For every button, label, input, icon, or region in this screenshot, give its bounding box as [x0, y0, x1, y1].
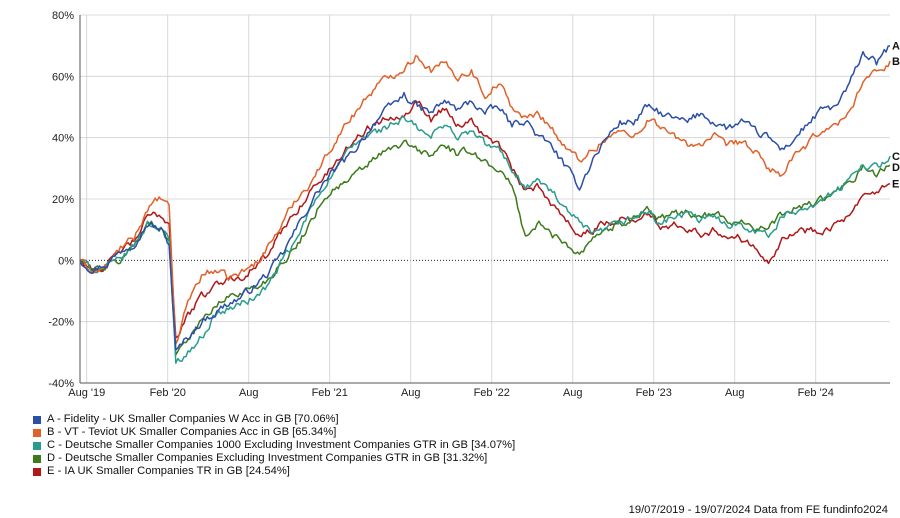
legend-swatch	[33, 467, 41, 476]
legend-swatch	[33, 428, 41, 437]
x-tick-label: Aug '19	[68, 387, 105, 399]
series-line-b	[79, 55, 891, 345]
y-tick-label: -20%	[48, 317, 74, 329]
tick-labels: 80% 60% 40% 20% 0% -20% -40%Aug '19 Feb '20 Aug F…	[48, 10, 834, 399]
y-tick-label: 80%	[52, 10, 74, 22]
legend-label: E - IA UK Smaller Companies TR in GB [24…	[47, 465, 290, 477]
x-tick-label: Feb '23	[636, 387, 672, 399]
x-tick-label: Aug	[239, 387, 259, 399]
series-line-e	[79, 99, 891, 339]
series-end-label: B	[892, 56, 900, 68]
series-end-label: D	[892, 162, 900, 174]
series-end-label: C	[892, 151, 900, 163]
x-tick-label: Aug	[725, 387, 745, 399]
series-line-a	[79, 44, 891, 351]
x-tick-label: Feb '21	[312, 387, 348, 399]
axes	[79, 15, 890, 384]
line-chart: 80% 60% 40% 20% 0% -20% -40%Aug '19 Feb '20 Aug F…	[48, 10, 900, 399]
x-tick-label: Feb '22	[474, 387, 510, 399]
legend-swatch	[33, 454, 41, 463]
legend-label: B - VT - Teviot UK Smaller Companies Acc…	[47, 426, 337, 438]
series-end-label: E	[892, 179, 899, 191]
y-tick-label: 0%	[58, 255, 74, 267]
legend-item: A - Fidelity - UK Smaller Companies W Ac…	[33, 413, 515, 426]
legend-item: C - Deutsche Smaller Companies 1000 Excl…	[33, 439, 515, 452]
legend: A - Fidelity - UK Smaller Companies W Ac…	[33, 413, 515, 478]
y-tick-label: 20%	[52, 194, 74, 206]
legend-swatch	[33, 415, 41, 424]
legend-item: E - IA UK Smaller Companies TR in GB [24…	[33, 465, 515, 478]
series-line-c	[79, 115, 891, 364]
data-source-footer: 19/07/2019 - 19/07/2024 Data from FE fun…	[628, 504, 888, 516]
y-tick-label: 60%	[52, 71, 74, 83]
legend-label: C - Deutsche Smaller Companies 1000 Excl…	[47, 439, 516, 451]
x-tick-label: Aug	[563, 387, 583, 399]
y-tick-label: 40%	[52, 133, 74, 145]
legend-item: B - VT - Teviot UK Smaller Companies Acc…	[33, 426, 515, 439]
series-line-d	[79, 139, 891, 356]
legend-item: D - Deutsche Smaller Companies Excluding…	[33, 452, 515, 465]
series-lines	[79, 44, 891, 364]
series-end-label: A	[892, 41, 900, 53]
x-tick-label: Aug	[401, 387, 421, 399]
x-tick-label: Feb '20	[150, 387, 186, 399]
y-tick-label: -40%	[48, 378, 74, 390]
series-end-labels: AB CDE	[892, 41, 900, 191]
legend-label: A - Fidelity - UK Smaller Companies W Ac…	[47, 413, 339, 425]
grid-lines	[80, 14, 890, 384]
x-tick-label: Feb '24	[798, 387, 834, 399]
legend-swatch	[33, 441, 41, 450]
legend-label: D - Deutsche Smaller Companies Excluding…	[47, 452, 488, 464]
